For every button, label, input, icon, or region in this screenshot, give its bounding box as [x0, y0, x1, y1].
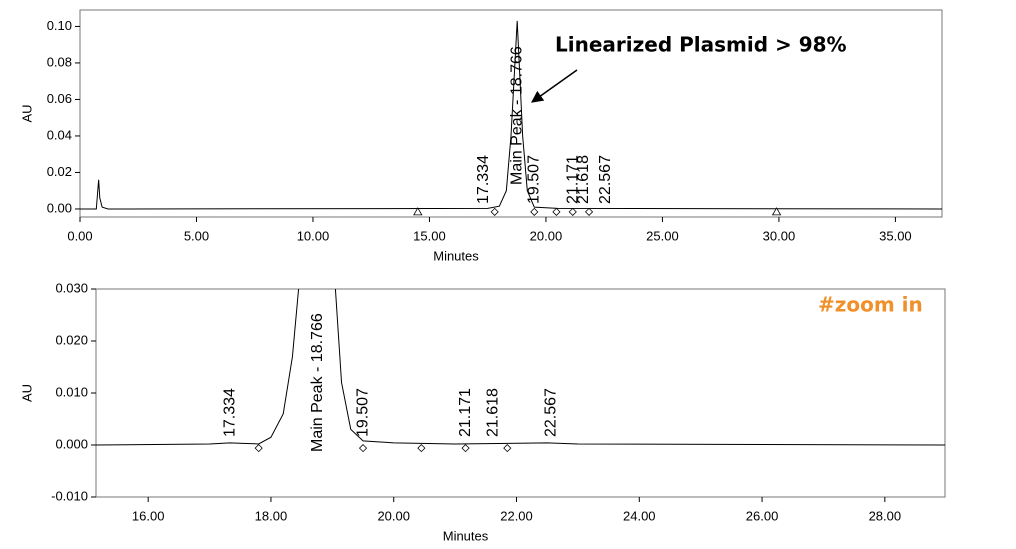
- y-tick-label: 0.030: [55, 280, 88, 295]
- x-tick-label: 22.00: [500, 508, 533, 523]
- trace: [80, 20, 942, 210]
- x-tick-label: 18.00: [255, 508, 288, 523]
- x-tick-label: 28.00: [869, 508, 902, 523]
- x-tick-label: 30.00: [763, 228, 796, 243]
- integration-marker: [254, 444, 263, 453]
- x-tick-label: 16.00: [132, 508, 165, 523]
- y-tick-label: 0.020: [55, 332, 88, 347]
- y-tick-label: 0.08: [47, 54, 72, 69]
- y-tick-label: 0.00: [47, 200, 72, 215]
- x-tick-label: 0.00: [67, 228, 92, 243]
- x-tick-label: 35.00: [879, 228, 912, 243]
- integration-marker: [568, 207, 577, 216]
- trace: [96, 289, 945, 446]
- y-axis-label: AU: [19, 104, 34, 122]
- integration-marker: [413, 207, 423, 216]
- peak-label: 17.334: [475, 155, 492, 204]
- x-axis-label: Minutes: [433, 248, 479, 263]
- integration-marker: [771, 207, 782, 216]
- x-tick-label: 10.00: [297, 228, 330, 243]
- peak-label: 19.507: [355, 388, 372, 437]
- peak-label: 17.334: [221, 388, 238, 437]
- peak-label: Main Peak - 18.766: [309, 313, 326, 452]
- integration-marker: [584, 207, 594, 216]
- x-tick-label: 15.00: [413, 228, 446, 243]
- peak-label: 21.171: [457, 388, 474, 437]
- peak-label: 19.507: [526, 155, 543, 204]
- y-tick-label: 0.10: [47, 18, 72, 33]
- annotation-arrow: [531, 69, 578, 103]
- peak-label: 22.567: [543, 388, 560, 437]
- y-tick-label: 0.02: [47, 164, 72, 179]
- y-tick-label: 0.010: [55, 384, 88, 399]
- x-tick-label: 24.00: [623, 508, 656, 523]
- peak-label: Main Peak - 18.766: [508, 46, 525, 185]
- annotation: #zoom in: [818, 293, 923, 317]
- x-axis-label: Minutes: [443, 528, 489, 543]
- x-tick-label: 26.00: [746, 508, 779, 523]
- integration-marker: [530, 207, 539, 216]
- integration-marker: [552, 207, 561, 216]
- x-tick-label: 5.00: [184, 228, 209, 243]
- y-tick-label: -0.010: [51, 488, 88, 503]
- integration-marker: [358, 444, 368, 453]
- y-tick-label: 0.000: [55, 436, 88, 451]
- integration-marker: [490, 207, 499, 216]
- y-tick-label: 0.06: [47, 91, 72, 106]
- integration-marker: [503, 444, 512, 453]
- annotation: Linearized Plasmid > 98%: [555, 33, 847, 57]
- integration-marker: [461, 444, 470, 453]
- x-tick-label: 20.00: [377, 508, 410, 523]
- integration-marker: [417, 444, 426, 453]
- x-tick-label: 20.00: [530, 228, 563, 243]
- peak-label: 21.171: [564, 155, 581, 204]
- plot-frame: [79, 9, 943, 218]
- y-tick-label: 0.04: [47, 127, 72, 142]
- peak-label: 22.567: [597, 155, 614, 204]
- peak-label: 21.618: [575, 155, 592, 204]
- y-axis-label: AU: [19, 384, 34, 402]
- peak-label: 21.618: [484, 388, 501, 437]
- x-tick-label: 25.00: [646, 228, 679, 243]
